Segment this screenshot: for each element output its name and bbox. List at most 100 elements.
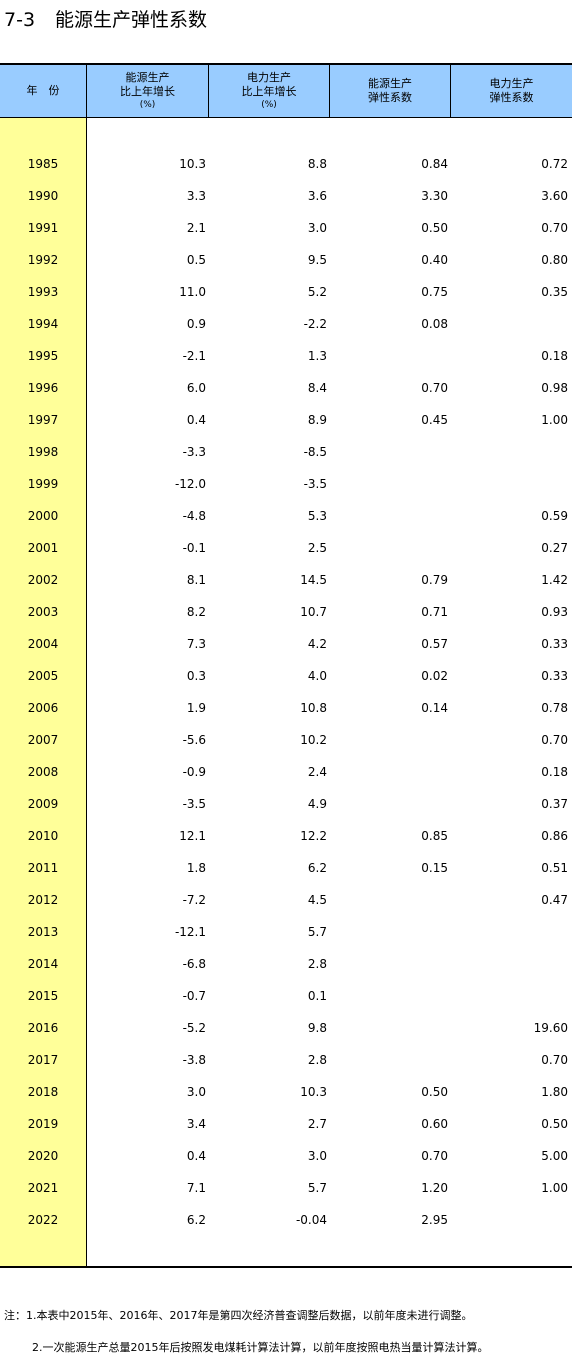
energy-growth-cell: -6.8 <box>182 957 206 971</box>
table-row: 1999 -12.0 -3.5 <box>0 470 572 502</box>
table-row: 2005 0.3 4.0 0.02 0.33 <box>0 662 572 694</box>
year-cell: 1991 <box>27 221 59 235</box>
table-row: 2008 -0.9 2.4 0.18 <box>0 758 572 790</box>
table-row: 1994 0.9 -2.2 0.08 <box>0 310 572 342</box>
power-growth-cell: 1.3 <box>307 349 327 363</box>
year-cell: 2000 <box>27 509 59 523</box>
year-cell: 1996 <box>27 381 59 395</box>
power-elasticity-cell: 1.00 <box>541 413 568 427</box>
table-row: 2006 1.9 10.8 0.14 0.78 <box>0 694 572 726</box>
table-row: 2018 3.0 10.3 0.50 1.80 <box>0 1078 572 1110</box>
table-row: 2020 0.4 3.0 0.70 5.00 <box>0 1142 572 1174</box>
table-row: 2010 12.1 12.2 0.85 0.86 <box>0 822 572 854</box>
year-cell: 2006 <box>27 701 59 715</box>
energy-growth-cell: 6.0 <box>186 381 206 395</box>
power-growth-cell: 10.3 <box>300 1085 327 1099</box>
power-elasticity-cell: 0.98 <box>541 381 568 395</box>
year-cell: 2007 <box>27 733 59 747</box>
energy-elasticity-cell: 0.84 <box>421 157 448 171</box>
column-divider-3 <box>450 65 451 118</box>
energy-growth-cell: 6.2 <box>186 1213 206 1227</box>
table-row: 2003 8.2 10.7 0.71 0.93 <box>0 598 572 630</box>
header-year-label: 年 份 <box>26 84 60 97</box>
table-row: 1990 3.3 3.6 3.30 3.60 <box>0 182 572 214</box>
year-cell: 1993 <box>27 285 59 299</box>
header-power-growth: 电力生产 比上年增长 (%) <box>209 65 329 117</box>
power-elasticity-cell: 0.70 <box>541 733 568 747</box>
power-growth-cell: 3.0 <box>307 221 327 235</box>
power-elasticity-cell: 0.70 <box>541 221 568 235</box>
power-elasticity-cell: 0.18 <box>541 765 568 779</box>
year-cell: 2010 <box>27 829 59 843</box>
energy-elasticity-cell: 0.70 <box>421 381 448 395</box>
energy-elasticity-cell: 0.75 <box>421 285 448 299</box>
energy-growth-cell: 12.1 <box>179 829 206 843</box>
header-energy-elasticity: 能源生产 弹性系数 <box>330 65 450 117</box>
header-energy-growth-line1: 能源生产 <box>125 71 170 84</box>
table-row: 2011 1.8 6.2 0.15 0.51 <box>0 854 572 886</box>
energy-elasticity-cell: 0.50 <box>421 1085 448 1099</box>
energy-elasticity-cell: 0.60 <box>421 1117 448 1131</box>
power-growth-cell: 3.6 <box>307 189 327 203</box>
year-cell: 1992 <box>27 253 59 267</box>
energy-elasticity-cell: 0.45 <box>421 413 448 427</box>
power-elasticity-cell: 0.80 <box>541 253 568 267</box>
energy-elasticity-cell: 1.20 <box>421 1181 448 1195</box>
energy-growth-cell: 0.3 <box>186 669 206 683</box>
energy-growth-cell: -0.7 <box>182 989 206 1003</box>
energy-growth-cell: 10.3 <box>179 157 206 171</box>
power-growth-cell: 12.2 <box>300 829 327 843</box>
table-row: 2000 -4.8 5.3 0.59 <box>0 502 572 534</box>
column-divider-1 <box>208 65 209 118</box>
table-number: 7-3 <box>4 9 36 31</box>
energy-growth-cell: -5.6 <box>182 733 206 747</box>
power-elasticity-cell: 0.86 <box>541 829 568 843</box>
table-row: 2016 -5.2 9.8 19.60 <box>0 1014 572 1046</box>
power-elasticity-cell: 0.37 <box>541 797 568 811</box>
header-power-elasticity-line2: 弹性系数 <box>489 91 534 104</box>
power-growth-cell: 8.8 <box>307 157 327 171</box>
header-energy-elasticity-line2: 弹性系数 <box>368 91 412 104</box>
table-row: 2021 7.1 5.7 1.20 1.00 <box>0 1174 572 1206</box>
year-cell: 2001 <box>27 541 59 555</box>
energy-elasticity-cell: 0.57 <box>421 637 448 651</box>
power-growth-cell: -8.5 <box>303 445 327 459</box>
year-cell: 2015 <box>27 989 59 1003</box>
power-elasticity-cell: 1.42 <box>541 573 568 587</box>
table-row: 2022 6.2 -0.04 2.95 <box>0 1206 572 1238</box>
year-cell: 2017 <box>27 1053 59 1067</box>
year-column-background <box>0 118 86 1267</box>
table-row: 2019 3.4 2.7 0.60 0.50 <box>0 1110 572 1142</box>
table-row: 1998 -3.3 -8.5 <box>0 438 572 470</box>
power-elasticity-cell: 1.80 <box>541 1085 568 1099</box>
energy-elasticity-cell: 0.50 <box>421 221 448 235</box>
power-growth-cell: -2.2 <box>303 317 327 331</box>
energy-growth-cell: 2.1 <box>186 221 206 235</box>
energy-growth-cell: -3.5 <box>182 797 206 811</box>
table-title: 7-3 能源生产弹性系数 <box>4 6 207 34</box>
table-row: 2001 -0.1 2.5 0.27 <box>0 534 572 566</box>
table-row: 2002 8.1 14.5 0.79 1.42 <box>0 566 572 598</box>
power-growth-cell: 4.9 <box>307 797 327 811</box>
energy-growth-cell: 1.9 <box>186 701 206 715</box>
year-cell: 2021 <box>27 1181 59 1195</box>
energy-growth-cell: -0.9 <box>182 765 206 779</box>
power-growth-cell: 2.8 <box>307 957 327 971</box>
year-cell: 2020 <box>27 1149 59 1163</box>
table-row: 2007 -5.6 10.2 0.70 <box>0 726 572 758</box>
year-cell: 2009 <box>27 797 59 811</box>
year-cell: 1999 <box>27 477 59 491</box>
energy-growth-cell: 0.4 <box>186 1149 206 1163</box>
power-growth-cell: 8.4 <box>307 381 327 395</box>
power-growth-cell: 5.3 <box>307 509 327 523</box>
power-elasticity-cell: 0.35 <box>541 285 568 299</box>
top-rule <box>0 63 572 65</box>
header-power-elasticity-line1: 电力生产 <box>489 77 534 90</box>
year-cell: 1994 <box>27 317 59 331</box>
power-growth-cell: 4.5 <box>307 893 327 907</box>
power-growth-cell: 8.9 <box>307 413 327 427</box>
table-header <box>0 65 572 118</box>
power-growth-cell: 2.8 <box>307 1053 327 1067</box>
energy-growth-cell: -4.8 <box>182 509 206 523</box>
energy-growth-cell: -12.1 <box>174 925 206 939</box>
